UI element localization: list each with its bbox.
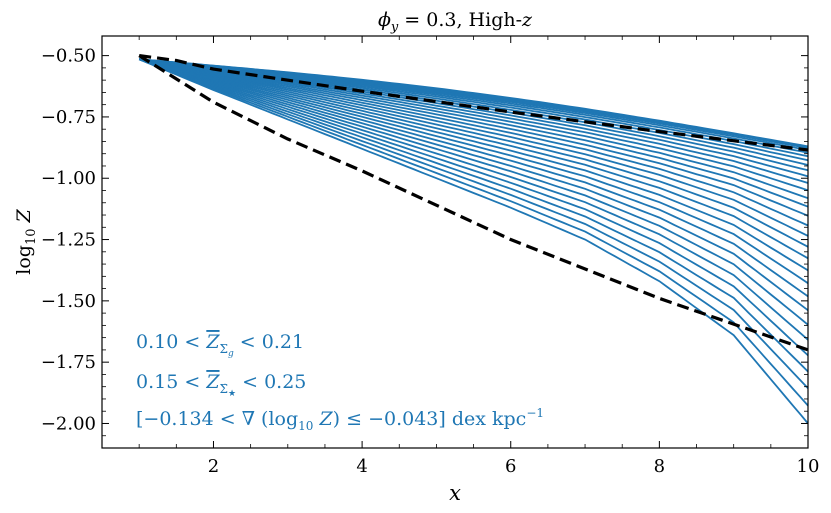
x-tick-label: 8: [654, 456, 665, 477]
model-line: [139, 58, 809, 248]
y-tick-label: −0.75: [41, 107, 96, 128]
model-line: [138, 58, 809, 389]
y-axis-label: log10 Z: [13, 208, 39, 274]
y-tick-label: −2.00: [41, 413, 96, 434]
model-line: [138, 58, 809, 357]
y-tick-label: −1.50: [41, 291, 96, 312]
y-tick-label: −1.25: [41, 230, 96, 251]
model-line: [138, 58, 809, 298]
x-tick-label: 6: [505, 456, 516, 477]
x-axis-label: x: [449, 481, 461, 505]
model-line: [138, 58, 809, 407]
model-line: [138, 58, 809, 425]
model-line: [138, 58, 809, 373]
chart-title: ϕy = 0.3, High-z: [378, 9, 533, 35]
x-tick-label: 10: [797, 456, 820, 477]
model-line: [139, 58, 809, 237]
x-tick-label: 4: [356, 456, 367, 477]
model-line: [138, 58, 809, 326]
model-line: [139, 58, 809, 208]
model-line: [138, 58, 809, 284]
model-line: [139, 58, 809, 227]
x-tick-label: 2: [208, 456, 219, 477]
model-line: [139, 58, 809, 217]
model-line: [138, 58, 809, 272]
plot-frame: [101, 35, 809, 449]
annotation-sfr-metallicity: 0.15 < ZΣ̇★ < 0.25: [136, 371, 306, 399]
y-tick-label: −1.00: [41, 168, 96, 189]
model-line: [139, 58, 809, 200]
dashed-bounds: [138, 54, 809, 352]
dashed-bound-line: [138, 54, 809, 152]
annotation-gas-metallicity: 0.10 < ZΣg < 0.21: [136, 331, 304, 359]
model-line: [138, 58, 809, 341]
y-tick-label: −1.75: [41, 352, 96, 373]
model-line: [138, 58, 809, 260]
model-line: [138, 58, 809, 312]
annotation-gradient-range: [−0.134 < ∇ (log10 Z) ≤ −0.043] dex kpc−…: [136, 406, 544, 433]
axis-ticks: 2 4 6 8 10 −0.50 −0.75 −1.00 −1.25 −1.50 −1.75 −2.0…: [41, 36, 820, 477]
y-tick-label: −0.50: [41, 46, 96, 67]
